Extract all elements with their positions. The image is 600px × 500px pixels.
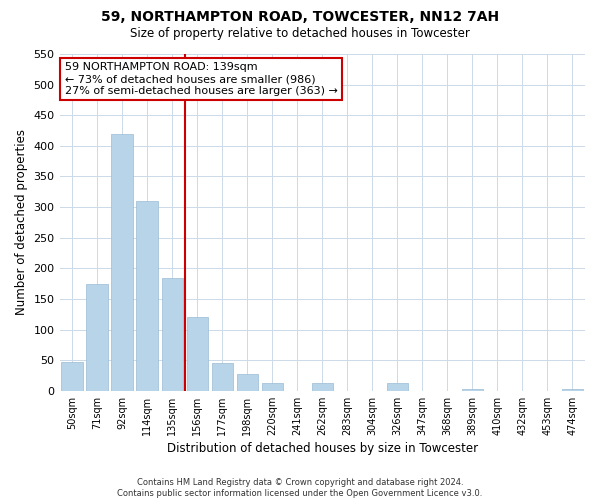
Bar xyxy=(212,364,233,391)
Y-axis label: Number of detached properties: Number of detached properties xyxy=(15,130,28,316)
Bar xyxy=(562,389,583,391)
Text: Size of property relative to detached houses in Towcester: Size of property relative to detached ho… xyxy=(130,28,470,40)
Text: 59 NORTHAMPTON ROAD: 139sqm
← 73% of detached houses are smaller (986)
27% of se: 59 NORTHAMPTON ROAD: 139sqm ← 73% of det… xyxy=(65,62,338,96)
Bar xyxy=(187,318,208,391)
Bar xyxy=(311,384,333,391)
Bar xyxy=(161,278,183,391)
Bar xyxy=(462,389,483,391)
Bar xyxy=(236,374,258,391)
Text: 59, NORTHAMPTON ROAD, TOWCESTER, NN12 7AH: 59, NORTHAMPTON ROAD, TOWCESTER, NN12 7A… xyxy=(101,10,499,24)
Bar xyxy=(86,284,108,391)
Bar xyxy=(136,201,158,391)
Bar xyxy=(262,383,283,391)
X-axis label: Distribution of detached houses by size in Towcester: Distribution of detached houses by size … xyxy=(167,442,478,455)
Bar xyxy=(61,362,83,391)
Text: Contains HM Land Registry data © Crown copyright and database right 2024.
Contai: Contains HM Land Registry data © Crown c… xyxy=(118,478,482,498)
Bar xyxy=(112,134,133,391)
Bar xyxy=(387,384,408,391)
